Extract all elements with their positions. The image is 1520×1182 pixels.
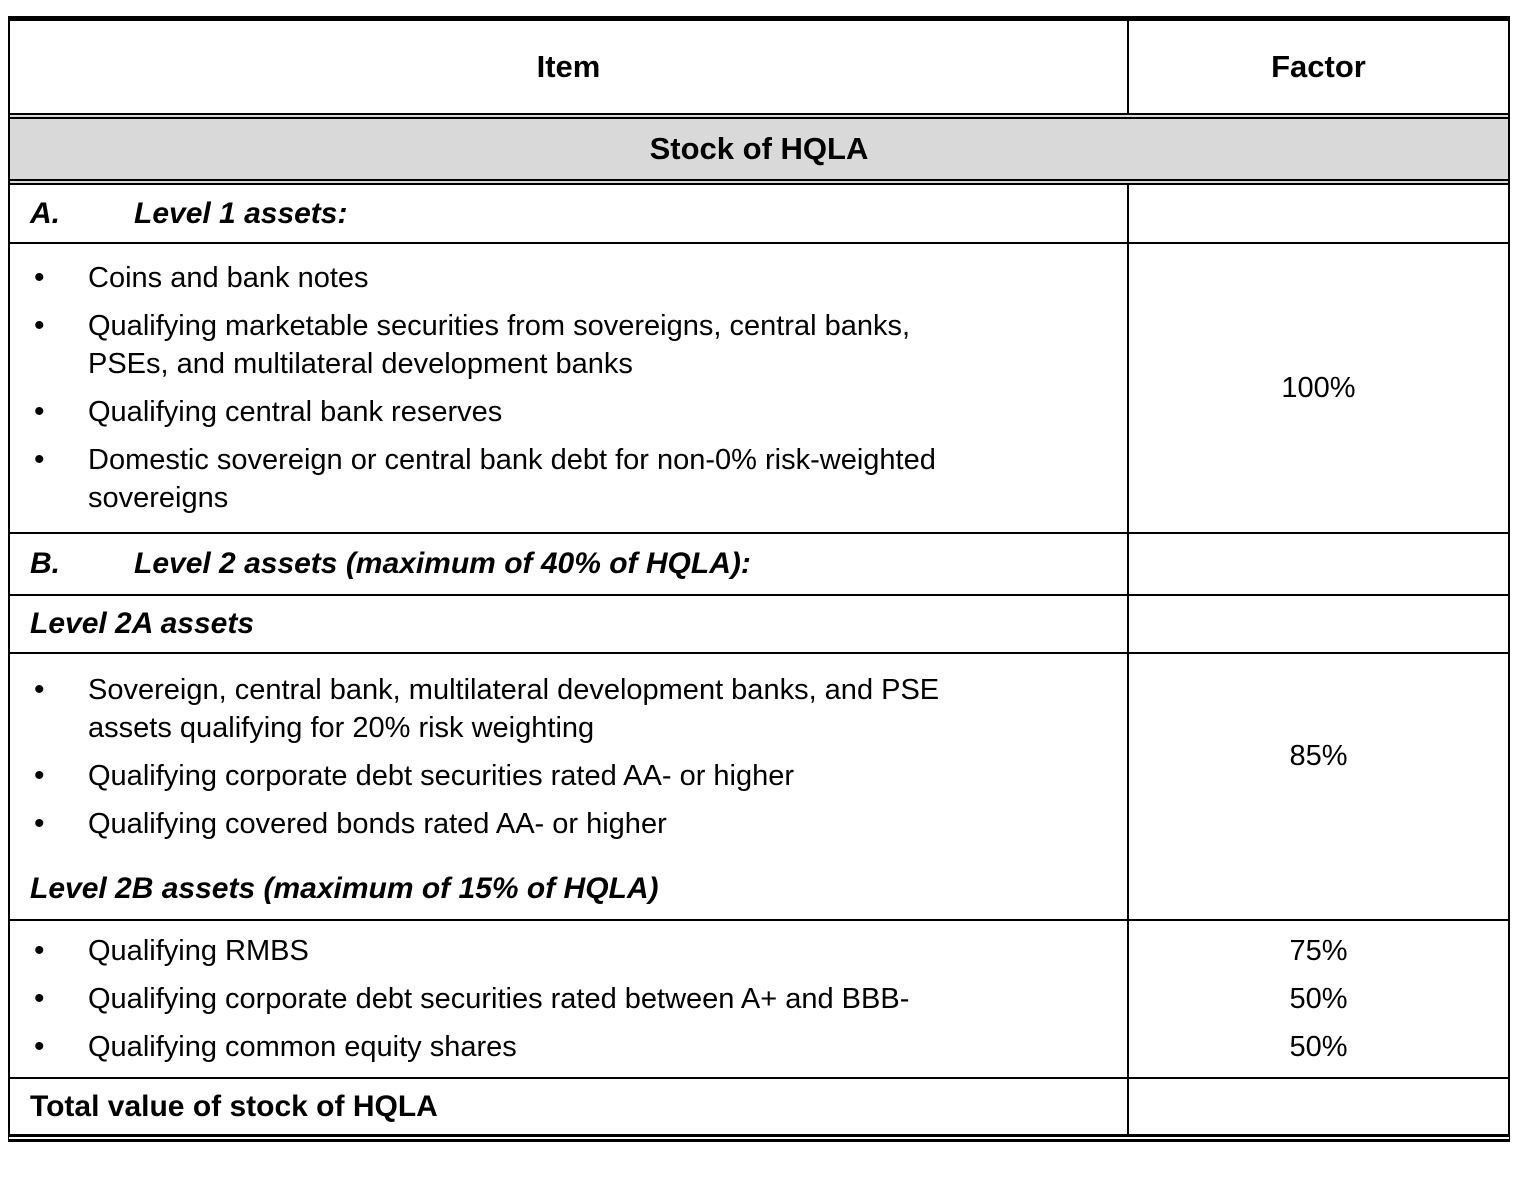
item-column-header-cell: Item [10, 21, 1127, 113]
hqla-table: Item Factor Stock of HQLA A. Level 1 asse… [8, 16, 1510, 1142]
section-b-prefix: B. [30, 547, 60, 580]
level2a-assets-row: Sovereign, central bank, multilateral de… [10, 654, 1508, 859]
stock-of-hqla-band: Stock of HQLA [10, 113, 1508, 185]
bullet-item: Qualifying corporate debt securities rat… [10, 980, 1127, 1018]
level1-bullet-list: Coins and bank notes Qualifying marketab… [10, 249, 1127, 527]
section-a-cell: A. Level 1 assets: [10, 185, 1127, 242]
section-b-factor-cell [1127, 534, 1508, 594]
level2b-factor-cell: 75% 50% 50% [1127, 921, 1508, 1077]
level2a-heading-title: Level 2A assets [30, 607, 255, 640]
section-b-title: Level 2 assets (maximum of 40% of HQLA): [134, 547, 751, 580]
level2b-assets-row: Qualifying RMBS Qualifying corporate deb… [10, 921, 1508, 1079]
level1-assets-row: Coins and bank notes Qualifying marketab… [10, 244, 1508, 534]
bullet-item: Qualifying marketable securities from so… [10, 307, 1127, 383]
level2b-items-cell: Qualifying RMBS Qualifying corporate deb… [10, 921, 1127, 1077]
level1-factor-cell: 100% [1127, 244, 1508, 532]
factor-column-header-cell: Factor [1127, 21, 1508, 113]
section-a-label: A. Level 1 assets: [30, 197, 347, 231]
factor-column-header: Factor [1271, 49, 1366, 84]
level1-factor-value: 100% [1281, 371, 1356, 404]
level2b-bullet-list: Qualifying RMBS Qualifying corporate deb… [10, 922, 1127, 1076]
level2a-items-cell: Sovereign, central bank, multilateral de… [10, 654, 1127, 859]
total-label: Total value of stock of HQLA [30, 1089, 438, 1123]
level2b-heading-title: Level 2B assets (maximum of 15% of HQLA) [30, 872, 659, 905]
section-b-row: B. Level 2 assets (maximum of 40% of HQLA… [10, 534, 1508, 596]
level2b-factor-value: 75% [1289, 935, 1348, 967]
bullet-item: Qualifying central bank reserves [10, 393, 1127, 431]
level2a-factor-cell: 85% [1127, 654, 1508, 859]
bullet-item: Domestic sovereign or central bank debt … [10, 441, 1127, 517]
section-b-cell: B. Level 2 assets (maximum of 40% of HQLA… [10, 534, 1127, 594]
bullet-item: Qualifying RMBS [10, 932, 1127, 970]
level2b-heading-row: Level 2B assets (maximum of 15% of HQLA) [10, 859, 1508, 921]
level2a-factor-value: 85% [1289, 740, 1348, 772]
level2b-factor-value: 50% [1289, 983, 1348, 1015]
level2b-heading-cell: Level 2B assets (maximum of 15% of HQLA) [10, 859, 1127, 919]
level2b-factor-value: 50% [1289, 1031, 1348, 1063]
total-label-cell: Total value of stock of HQLA [10, 1079, 1127, 1134]
level2a-heading-cell: Level 2A assets [10, 596, 1127, 652]
table-header-row: Item Factor [10, 21, 1508, 113]
bullet-item: Coins and bank notes [10, 259, 1127, 297]
bullet-item: Qualifying corporate debt securities rat… [10, 757, 1127, 795]
bullet-item: Qualifying common equity shares [10, 1028, 1127, 1066]
section-a-row: A. Level 1 assets: [10, 185, 1508, 244]
level2a-bullet-list: Sovereign, central bank, multilateral de… [10, 661, 1127, 853]
total-row: Total value of stock of HQLA [10, 1079, 1508, 1134]
item-column-header: Item [536, 49, 601, 84]
section-b-label: B. Level 2 assets (maximum of 40% of HQLA… [30, 547, 751, 581]
section-a-factor-cell [1127, 185, 1508, 242]
level2a-heading-row: Level 2A assets [10, 596, 1508, 654]
section-a-title: Level 1 assets: [134, 196, 348, 230]
bullet-item: Sovereign, central bank, multilateral de… [10, 671, 1127, 747]
level2b-heading-factor-cell [1127, 859, 1508, 919]
bullet-item: Qualifying covered bonds rated AA- or hi… [10, 805, 1127, 843]
stock-of-hqla-title: Stock of HQLA [649, 131, 869, 166]
section-a-prefix: A. [30, 196, 60, 230]
total-factor-cell [1127, 1079, 1508, 1134]
level1-items-cell: Coins and bank notes Qualifying marketab… [10, 244, 1127, 532]
level2a-heading-factor-cell [1127, 596, 1508, 652]
